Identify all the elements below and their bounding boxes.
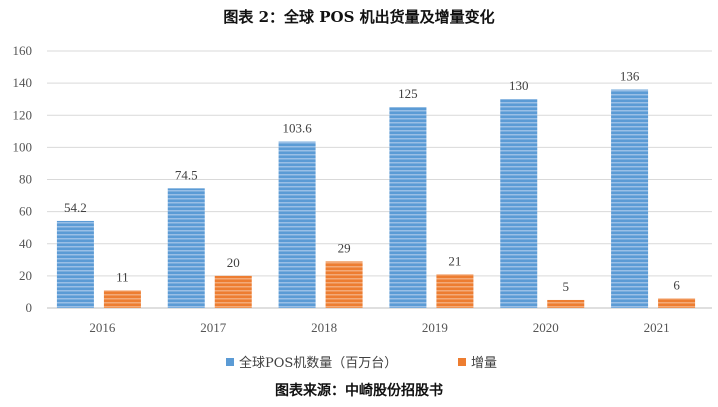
legend-swatch-pos-count: [226, 358, 234, 366]
data-label: 103.6: [282, 121, 312, 136]
data-label: 6: [673, 277, 680, 292]
x-tick-label: 2018: [311, 320, 337, 335]
legend-label-pos-count: 全球POS机数量（百万台）: [239, 355, 397, 371]
data-label: 29: [338, 240, 351, 255]
bar-pos-count: [278, 141, 316, 308]
figure-title: 图表 2：全球 POS 机出货量及增量变化: [223, 8, 495, 26]
data-label: 130: [509, 78, 529, 93]
bar-pos-count: [389, 107, 427, 308]
y-axis: 0 20 40 60 80 100 120 140 160: [13, 43, 33, 315]
data-label: 74.5: [175, 167, 198, 182]
bars: [56, 89, 696, 308]
data-label: 20: [227, 255, 240, 270]
bar-increase: [658, 298, 696, 308]
bar-pos-count: [500, 99, 538, 308]
y-tick-label: 80: [19, 172, 32, 187]
x-tick-label: 2021: [644, 320, 670, 335]
x-tick-label: 2020: [533, 320, 559, 335]
y-tick-label: 0: [26, 300, 33, 315]
bar-pos-count: [611, 89, 649, 308]
data-label: 21: [448, 253, 461, 268]
bar-increase: [436, 274, 474, 308]
x-axis: 2016 2017 2018 2019 2020 2021: [47, 307, 712, 335]
bar-pos-count: [56, 220, 94, 308]
data-label: 125: [398, 86, 418, 101]
legend: 全球POS机数量（百万台） 增量: [226, 355, 497, 371]
bar-increase: [214, 275, 252, 308]
y-tick-label: 60: [19, 204, 32, 219]
y-tick-label: 20: [19, 268, 32, 283]
bar-pos-count: [167, 188, 205, 308]
y-tick-label: 140: [13, 75, 33, 90]
bar-increase: [325, 261, 363, 308]
y-tick-label: 120: [13, 107, 33, 122]
bar-increase: [547, 299, 585, 308]
data-label: 54.2: [64, 200, 87, 215]
y-tick-label: 160: [13, 43, 33, 58]
bar-increase: [103, 290, 141, 308]
data-labels: 54.2 74.5 103.6 125 130 136 11 20 29 21 5 6: [64, 69, 680, 294]
data-label: 5: [563, 279, 570, 294]
y-tick-label: 40: [19, 236, 32, 251]
data-label: 11: [116, 269, 129, 284]
x-tick-label: 2016: [89, 320, 116, 335]
figure-source: 图表来源：中崎股份招股书: [275, 383, 443, 399]
legend-swatch-increase: [458, 358, 466, 366]
y-tick-label: 100: [13, 139, 33, 154]
x-tick-label: 2017: [200, 320, 227, 335]
legend-label-increase: 增量: [471, 356, 497, 371]
x-tick-label: 2019: [422, 320, 448, 335]
data-label: 136: [620, 69, 640, 84]
